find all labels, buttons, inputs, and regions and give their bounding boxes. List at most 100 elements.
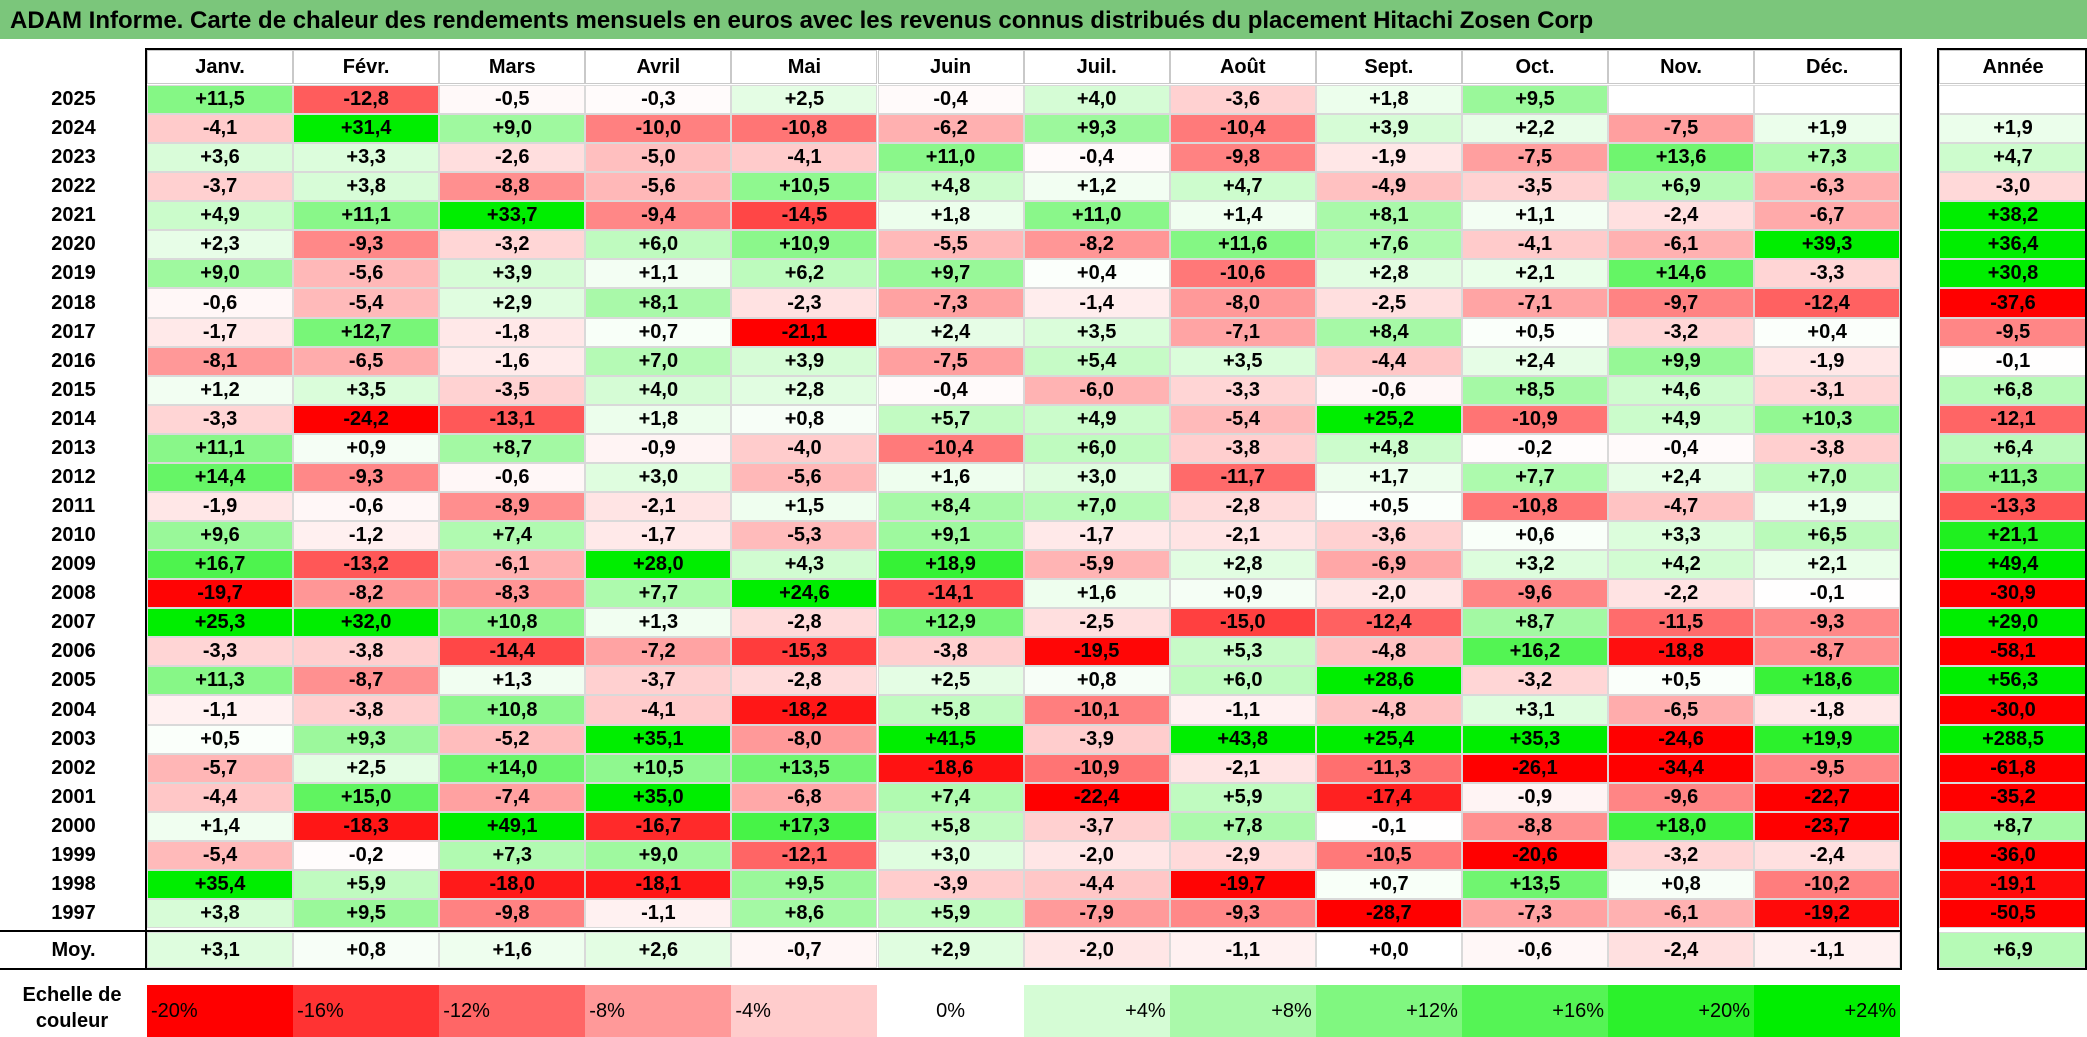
heatmap-cell: -7,3 xyxy=(1461,898,1608,929)
heatmap-cell: -10,2 xyxy=(1754,869,1901,899)
heatmap-cell: +18,6 xyxy=(1754,666,1901,696)
heatmap-cell: +4,0 xyxy=(585,375,732,405)
heatmap-cell: -19,2 xyxy=(1754,898,1901,929)
heatmap-cell: +3,9 xyxy=(731,346,878,376)
heatmap-cell: +0,5 xyxy=(1315,491,1462,522)
year-label: 2023 xyxy=(51,146,96,169)
heatmap-cell: -18,3 xyxy=(293,811,440,841)
heatmap-cell: -4,1 xyxy=(731,143,878,173)
average-cell: +1,6 xyxy=(439,932,586,969)
heatmap-cell: -6,7 xyxy=(1754,201,1901,231)
heatmap-cell: +5,8 xyxy=(877,695,1024,725)
heatmap-cell: -3,3 xyxy=(147,637,294,667)
heatmap-cell: -1,7 xyxy=(1023,521,1170,551)
heatmap-cell: -10,6 xyxy=(1169,259,1316,289)
heatmap-cell: +2,4 xyxy=(1608,462,1755,492)
heatmap-cell: +9,0 xyxy=(439,114,586,144)
average-cell: -0,7 xyxy=(731,932,878,969)
year-label: 2018 xyxy=(51,291,96,314)
average-cell: +3,1 xyxy=(147,932,294,969)
annual-cell: -19,1 xyxy=(1939,869,2087,899)
heatmap-cell: -3,7 xyxy=(1023,811,1170,841)
heatmap-cell: +5,8 xyxy=(877,811,1024,841)
heatmap-cell: +7,0 xyxy=(1023,491,1170,522)
heatmap-cell: +49,1 xyxy=(439,811,586,841)
heatmap-cell: +5,4 xyxy=(1023,346,1170,376)
heatmap-cell: +0,4 xyxy=(1754,317,1901,347)
annual-cell: -50,5 xyxy=(1939,898,2087,929)
heatmap-cell: +1,1 xyxy=(585,259,732,289)
year-label: 2022 xyxy=(51,175,96,198)
heatmap-cell: -4,4 xyxy=(1315,346,1462,376)
year-label: 1997 xyxy=(51,901,96,924)
annual-cell: -30,0 xyxy=(1939,695,2087,725)
heatmap-cell: +11,1 xyxy=(147,433,294,463)
average-bottom-rule xyxy=(0,968,1901,971)
heatmap-cell: -8,3 xyxy=(439,579,586,609)
heatmap-cell: -3,5 xyxy=(439,375,586,405)
annual-header: Année xyxy=(1939,50,2087,84)
heatmap-cell: +5,9 xyxy=(877,898,1024,929)
heatmap-cell: +3,5 xyxy=(1023,317,1170,347)
heatmap-cell: +9,5 xyxy=(293,898,440,929)
heatmap-cell: +25,4 xyxy=(1315,724,1462,754)
heatmap-cell: +7,4 xyxy=(877,782,1024,812)
heatmap-cell: -6,2 xyxy=(877,114,1024,144)
heatmap-cell: +1,2 xyxy=(147,375,294,405)
heatmap-cell: +9,3 xyxy=(1023,114,1170,144)
annual-cell: -58,1 xyxy=(1939,637,2087,667)
heatmap-cell: +14,4 xyxy=(147,462,294,492)
heatmap-cell: -18,6 xyxy=(877,753,1024,783)
heatmap-cell: -0,4 xyxy=(877,85,1024,115)
heatmap-cell: -3,8 xyxy=(293,637,440,667)
heatmap-cell: -7,1 xyxy=(1169,317,1316,347)
heatmap-cell: +8,6 xyxy=(731,898,878,929)
annual-cell xyxy=(1939,85,2087,115)
heatmap-cell: +11,3 xyxy=(147,666,294,696)
year-label: 2012 xyxy=(51,465,96,488)
heatmap-cell: -8,0 xyxy=(1169,288,1316,318)
heatmap-cell: -12,1 xyxy=(731,840,878,870)
average-separator xyxy=(0,930,1901,933)
heatmap-cell: +2,5 xyxy=(731,85,878,115)
heatmap-cell: -22,4 xyxy=(1023,782,1170,812)
heatmap-cell: -2,0 xyxy=(1023,840,1170,870)
heatmap-cell: -21,1 xyxy=(731,317,878,347)
heatmap-cell: -12,8 xyxy=(293,85,440,115)
heatmap-cell: +25,2 xyxy=(1315,404,1462,434)
heatmap-cell: -1,1 xyxy=(1169,695,1316,725)
heatmap-cell: -14,4 xyxy=(439,637,586,667)
year-label: 2019 xyxy=(51,262,96,285)
heatmap-cell: +2,1 xyxy=(1754,550,1901,580)
heatmap-cell: -6,1 xyxy=(439,550,586,580)
heatmap-cell: -10,9 xyxy=(1023,753,1170,783)
heatmap-cell: +2,9 xyxy=(439,288,586,318)
heatmap-cell: +9,9 xyxy=(1608,346,1755,376)
heatmap-cell: +41,5 xyxy=(877,724,1024,754)
heatmap-cell: -1,8 xyxy=(439,317,586,347)
heatmap-cell: -3,8 xyxy=(877,637,1024,667)
month-header: Oct. xyxy=(1461,50,1608,84)
heatmap-cell: +3,0 xyxy=(585,462,732,492)
heatmap-cell: -9,6 xyxy=(1461,579,1608,609)
heatmap-cell: +4,9 xyxy=(1023,404,1170,434)
annual-cell: -36,0 xyxy=(1939,840,2087,870)
color-scale-step: +4% xyxy=(1023,985,1170,1037)
annual-cell: -0,1 xyxy=(1939,346,2087,376)
heatmap-cell: -6,1 xyxy=(1608,898,1755,929)
heatmap-cell: +3,1 xyxy=(1461,695,1608,725)
heatmap-cell: -3,6 xyxy=(1169,85,1316,115)
heatmap-cell: +1,8 xyxy=(1315,85,1462,115)
heatmap-cell: -4,0 xyxy=(731,433,878,463)
heatmap-cell: -20,6 xyxy=(1461,840,1608,870)
year-label: 2009 xyxy=(51,553,96,576)
heatmap-cell: -3,8 xyxy=(1169,433,1316,463)
heatmap-cell: -8,9 xyxy=(439,491,586,522)
heatmap-cell: +1,4 xyxy=(147,811,294,841)
heatmap-cell: +3,6 xyxy=(147,143,294,173)
month-header: Janv. xyxy=(147,50,294,84)
heatmap-cell: +2,8 xyxy=(1169,550,1316,580)
year-label: 2000 xyxy=(51,814,96,837)
average-annual-cell: +6,9 xyxy=(1939,932,2087,969)
